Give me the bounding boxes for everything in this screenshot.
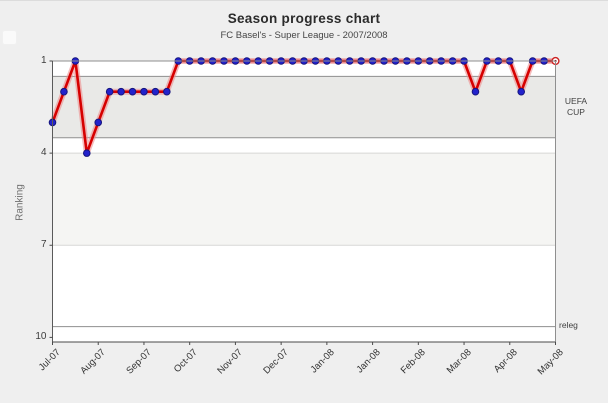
- data-point-marker: [151, 87, 160, 96]
- y-axis-label: 10: [35, 331, 47, 343]
- data-point-marker: [117, 87, 125, 96]
- decorative-corner-chip: [2, 30, 17, 45]
- data-point-marker: [94, 118, 103, 127]
- y-axis-label: 7: [40, 239, 47, 251]
- relegation-zone-label: releg: [559, 320, 578, 330]
- data-point-marker: [163, 87, 171, 96]
- chart-subtitle: FC Basel's - Super League - 2007/2008: [220, 30, 388, 41]
- data-point-marker: [105, 87, 114, 96]
- y-axis-label: 4: [40, 147, 47, 159]
- uefa-cup-zone-label: UEFA CUP: [564, 96, 588, 117]
- chart-title: Season progress chart: [227, 11, 381, 26]
- chart-zone-band: [52, 153, 556, 246]
- data-point-marker: [140, 87, 148, 96]
- data-point-marker: [82, 149, 91, 157]
- data-point-marker: [517, 87, 526, 96]
- data-point-marker: [471, 87, 480, 96]
- data-point-marker: [60, 87, 68, 96]
- y-axis-label: 1: [40, 55, 47, 66]
- data-point-marker: [128, 87, 137, 96]
